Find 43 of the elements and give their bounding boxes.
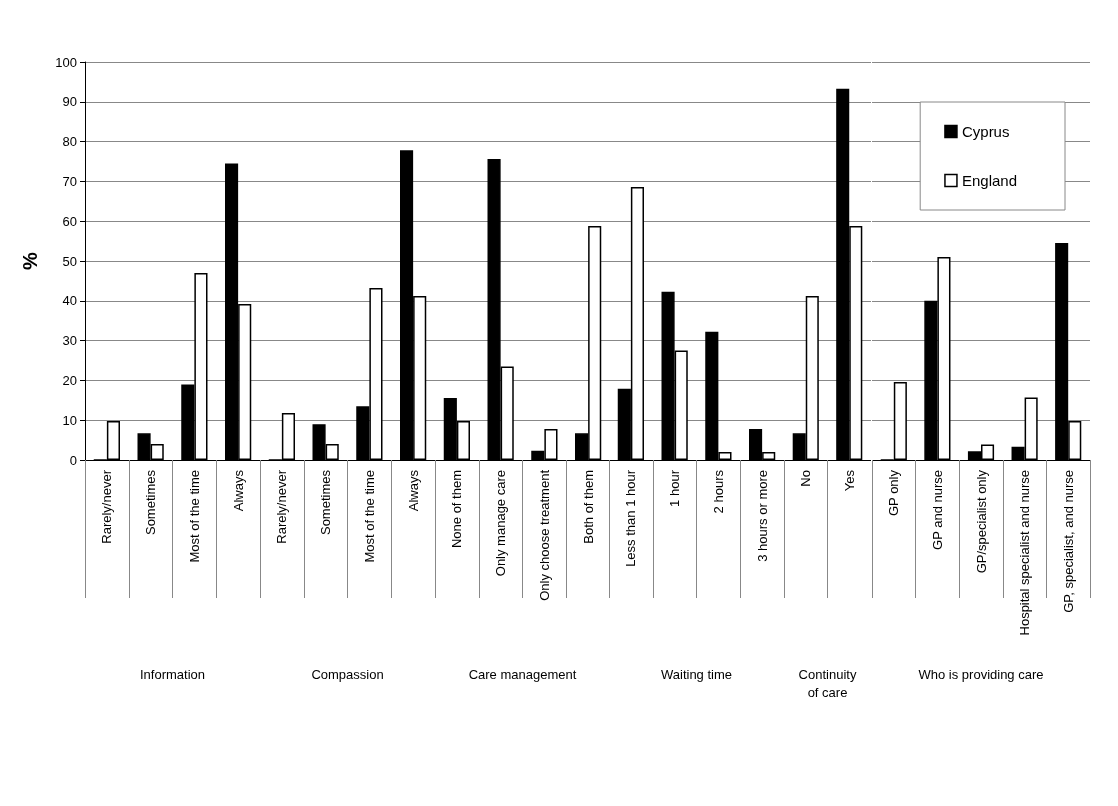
x-tick-label: Only manage care	[492, 470, 508, 577]
y-tick-label: 30	[62, 333, 77, 349]
x-tick-label: Less than 1 hour	[623, 469, 639, 567]
y-tick-label: 0	[69, 452, 77, 468]
x-tick-label: Rarely/never	[99, 469, 115, 544]
y-tick-label: 70	[62, 173, 77, 189]
y-tick-label: 40	[62, 293, 77, 309]
x-axis-title: Who is providing care	[918, 666, 1044, 682]
y-tick-label: 80	[62, 134, 77, 150]
x-tick-label: Only choose treatment	[536, 469, 552, 601]
x-tick-label: Sometimes	[317, 469, 333, 536]
y-tick-label: 20	[62, 372, 77, 388]
x-tick-label: Always	[405, 469, 421, 512]
x-axis-title: Continuity of care	[798, 666, 858, 700]
y-tick-label: 90	[62, 94, 77, 110]
y-tick-label: 10	[62, 412, 77, 428]
x-tick-label: Rarely/never	[274, 469, 290, 544]
x-tick-label: 2 hours	[711, 469, 727, 514]
y-tick-label: 100	[55, 54, 77, 70]
x-tick-label: None of them	[448, 470, 464, 549]
x-tick-label: GP only	[885, 469, 901, 517]
legend-label: Cyprus	[961, 123, 1009, 140]
y-tick-label: 60	[62, 213, 77, 229]
x-tick-label: Hospital specialist and nurse	[1016, 470, 1032, 636]
x-tick-label: Most of the time	[361, 470, 377, 563]
x-tick-label: Both of them	[580, 470, 596, 544]
x-axis-title: Waiting time	[661, 666, 733, 682]
x-tick-label: No	[798, 470, 814, 487]
x-axis-title: Information	[139, 666, 206, 682]
x-tick-label: GP, specialist, and nurse	[1060, 470, 1076, 613]
x-tick-label: GP and nurse	[929, 470, 945, 550]
y-axis-title: %	[19, 251, 41, 270]
x-tick-label: Most of the time	[186, 470, 202, 563]
x-axis-title: Care management	[468, 666, 577, 682]
x-tick-label: Yes	[841, 469, 857, 492]
x-tick-label: 3 hours or more	[754, 470, 770, 562]
x-tick-label: Sometimes	[143, 469, 159, 536]
y-tick-label: 50	[62, 253, 77, 269]
x-tick-label: 1 hour	[667, 469, 683, 507]
legend-label: England	[961, 172, 1017, 189]
x-tick-label: Always	[230, 469, 246, 512]
x-axis-title: Compassion	[311, 666, 384, 682]
x-tick-label: GP/specialist only	[973, 469, 989, 574]
